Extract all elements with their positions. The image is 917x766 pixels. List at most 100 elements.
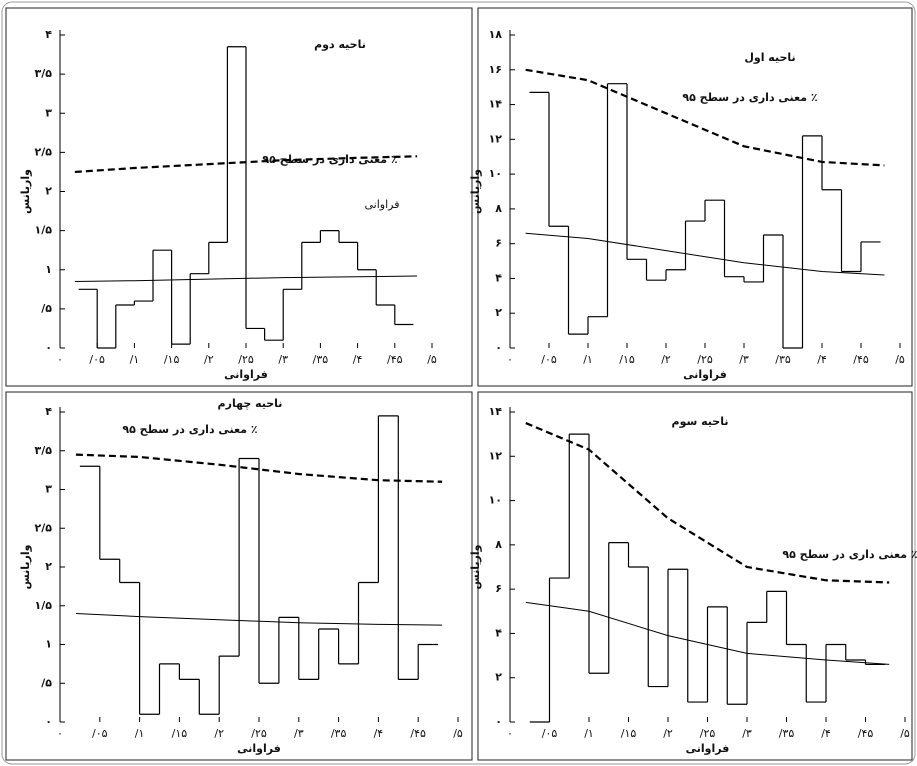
x-tick-label: ۰ bbox=[57, 353, 63, 366]
x-tick-label: /۱۵ bbox=[621, 727, 637, 740]
x-tick-label: /۴۵ bbox=[387, 353, 403, 366]
x-tick-label: /۱ bbox=[584, 727, 594, 740]
x-tick-label: /۱ bbox=[130, 353, 140, 366]
x-tick-label: /۰۵ bbox=[542, 727, 558, 740]
y-tick-label: ۳ bbox=[45, 106, 52, 119]
y-axis-label: واریانس bbox=[469, 169, 482, 214]
x-tick-label: /۲ bbox=[204, 353, 214, 366]
x-tick-label: /۳ bbox=[739, 353, 749, 366]
y-tick-label: ۰ bbox=[495, 341, 502, 354]
x-tick-label: /۵ bbox=[453, 727, 463, 740]
x-tick-label: /۲ bbox=[214, 727, 224, 740]
y-tick-label: ۰ bbox=[45, 715, 52, 728]
x-tick-label: /۰۵ bbox=[89, 353, 105, 366]
chart-title: ناحیه اول bbox=[744, 51, 795, 64]
x-tick-label: /۲ bbox=[661, 353, 671, 366]
y-tick-label: ۱ bbox=[45, 638, 52, 651]
y-tick-label: ۳/۵ bbox=[35, 444, 53, 457]
x-tick-label: /۳۵ bbox=[331, 727, 347, 740]
y-tick-label: /۵ bbox=[41, 676, 52, 689]
significance-line bbox=[74, 155, 418, 174]
x-tick-label: /۲۵ bbox=[700, 727, 716, 740]
y-axis-label: واریانس bbox=[469, 544, 482, 589]
y-tick-label: ۴ bbox=[495, 626, 502, 639]
panel-frame bbox=[5, 7, 473, 387]
x-tick-label: ۰ bbox=[507, 727, 513, 740]
x-tick-label: ۰ bbox=[57, 727, 63, 740]
x-tick-label: /۴۵ bbox=[853, 353, 869, 366]
red-noise-line bbox=[75, 613, 443, 626]
y-tick-label: /۵ bbox=[41, 302, 52, 315]
panel-frame bbox=[477, 391, 913, 761]
x-tick-label: /۳۵ bbox=[775, 353, 791, 366]
red-noise-line bbox=[525, 232, 885, 276]
x-axis-label: فراوانی bbox=[224, 368, 268, 381]
y-tick-label: ۱۴ bbox=[489, 405, 503, 418]
red-noise-line bbox=[525, 601, 890, 665]
y-tick-label: ۲ bbox=[45, 185, 52, 198]
y-tick-label: ۶ bbox=[495, 582, 502, 595]
y-tick-label: ۳ bbox=[45, 483, 52, 496]
panel-frame bbox=[477, 7, 913, 387]
x-tick-label: /۳ bbox=[278, 353, 288, 366]
y-tick-label: ۱ bbox=[45, 263, 52, 276]
x-tick-label: /۵ bbox=[895, 353, 905, 366]
y-tick-label: ۲ bbox=[495, 306, 502, 319]
x-tick-label: /۰۵ bbox=[92, 727, 108, 740]
x-tick-label: /۲۵ bbox=[251, 727, 267, 740]
x-tick-label: /۱ bbox=[135, 727, 145, 740]
y-tick-label: ۱۲ bbox=[489, 132, 503, 145]
red-noise-line bbox=[74, 275, 418, 282]
y-tick-label: ۱/۵ bbox=[35, 224, 53, 237]
x-tick-label: /۵ bbox=[427, 353, 437, 366]
y-tick-label: ۸ bbox=[495, 202, 502, 215]
x-tick-label: ۰ bbox=[507, 353, 513, 366]
chart-title: ناحیه چهارم bbox=[218, 397, 283, 410]
x-tick-label: /۳ bbox=[294, 727, 304, 740]
x-axis-label: فراوانی bbox=[237, 742, 281, 755]
y-tick-label: ۴ bbox=[495, 271, 502, 284]
y-axis-label: واریانس bbox=[19, 169, 32, 214]
y-tick-label: ۱۸ bbox=[489, 28, 503, 41]
chart-title: ناحیه دوم bbox=[314, 38, 366, 51]
x-tick-label: /۴۵ bbox=[410, 727, 426, 740]
x-tick-label: /۰۵ bbox=[541, 353, 557, 366]
y-tick-label: ۱۰ bbox=[489, 494, 502, 507]
x-tick-label: /۴ bbox=[817, 353, 827, 366]
y-tick-label: ۱۶ bbox=[489, 63, 502, 76]
y-tick-label: ۰ bbox=[45, 341, 52, 354]
x-axis-label: فراوانی bbox=[686, 742, 730, 755]
x-tick-label: /۳ bbox=[742, 727, 752, 740]
y-tick-label: ۴ bbox=[45, 405, 52, 418]
y-tick-label: ۱۴ bbox=[489, 98, 503, 111]
x-tick-label: /۱۵ bbox=[164, 353, 180, 366]
significance-line bbox=[525, 422, 890, 584]
annotation: فراوانی bbox=[365, 198, 400, 211]
y-axis-label: واریانس bbox=[19, 544, 32, 589]
panel-frame bbox=[5, 391, 473, 761]
x-tick-label: /۴ bbox=[353, 353, 363, 366]
x-tick-label: /۳۵ bbox=[779, 727, 795, 740]
annotation: معنی داری در سطح ۹۵ ٪ bbox=[122, 423, 257, 436]
y-tick-label: ۲/۵ bbox=[35, 145, 53, 158]
annotation: معنی داری در سطح ۹۵ ٪ bbox=[682, 91, 817, 104]
x-tick-label: /۲۵ bbox=[238, 353, 254, 366]
x-tick-label: /۳۵ bbox=[313, 353, 329, 366]
x-tick-label: /۱۵ bbox=[172, 727, 188, 740]
y-tick-label: ۱۲ bbox=[489, 449, 503, 462]
x-tick-label: /۴ bbox=[821, 727, 831, 740]
x-tick-label: /۱ bbox=[583, 353, 593, 366]
x-axis-label: فراوانی bbox=[683, 368, 727, 381]
y-tick-label: ۲/۵ bbox=[35, 521, 53, 534]
y-tick-label: ۸ bbox=[495, 538, 502, 551]
x-tick-label: /۲۵ bbox=[697, 353, 713, 366]
x-tick-label: /۴ bbox=[374, 727, 384, 740]
y-tick-label: ۳/۵ bbox=[35, 67, 53, 80]
y-tick-label: ۰ bbox=[495, 715, 502, 728]
y-tick-label: ۴ bbox=[45, 28, 52, 41]
annotation: معنی داری در سطح ۹۵ ٪ bbox=[782, 548, 917, 561]
y-tick-label: ۲ bbox=[495, 671, 502, 684]
significance-line bbox=[75, 453, 443, 483]
y-tick-label: ۱/۵ bbox=[35, 599, 53, 612]
